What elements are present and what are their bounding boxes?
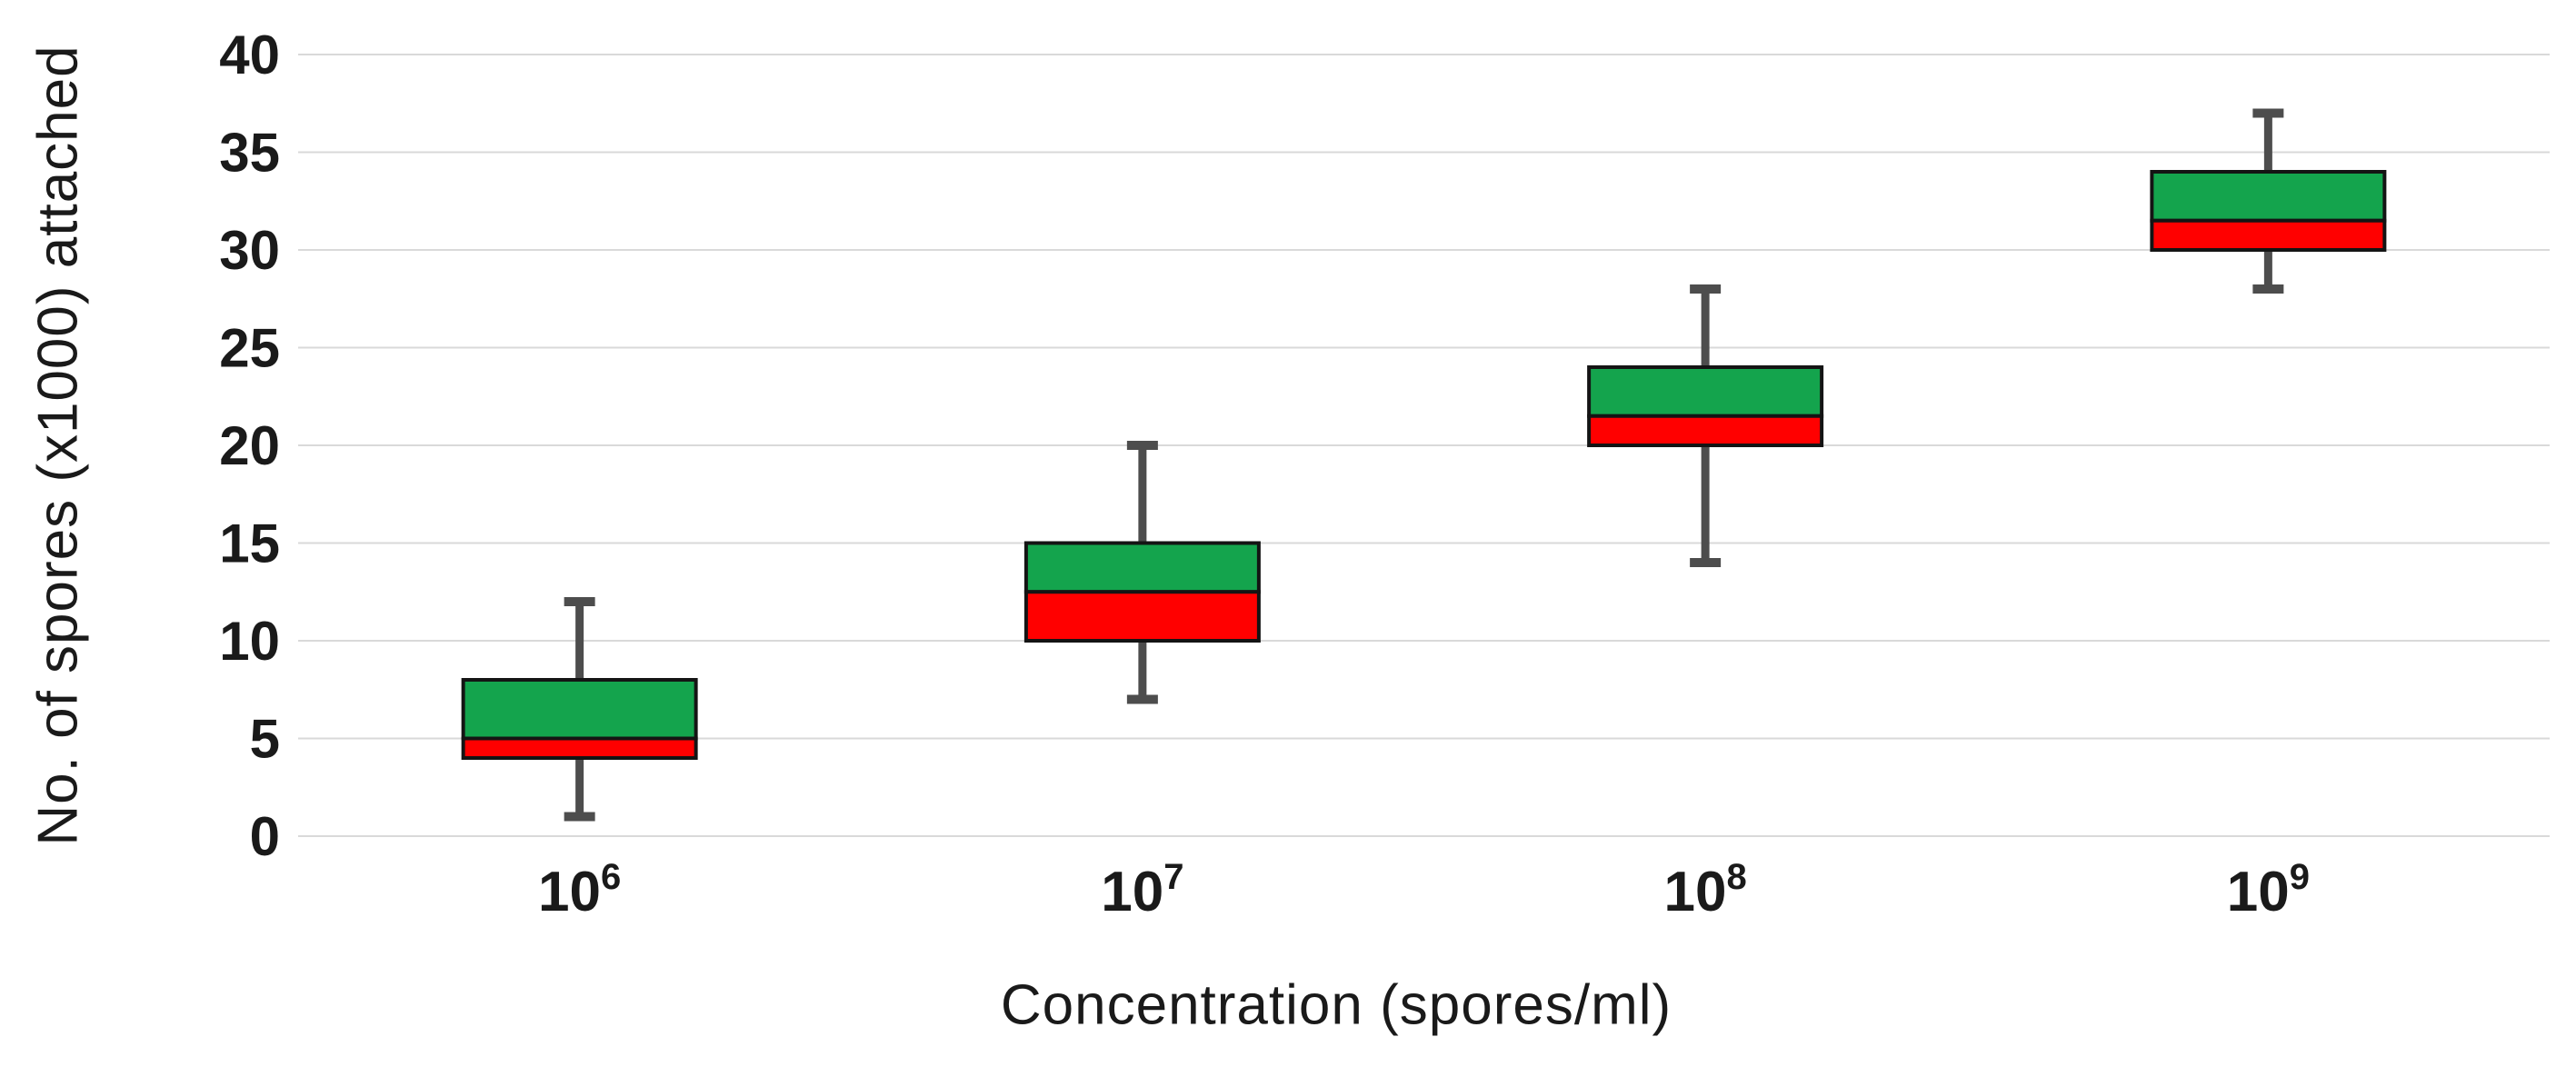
x-tick-label-10^7: 107 xyxy=(1101,857,1183,923)
x-tick-exponent-10^9: 9 xyxy=(2290,857,2310,897)
box-lower-segment-0 xyxy=(461,736,698,760)
box-upper-segment-2 xyxy=(1587,365,1824,418)
box-upper-segment-1 xyxy=(1023,541,1261,594)
y-tick-label-5: 5 xyxy=(250,709,280,770)
x-tick-exponent-10^7: 7 xyxy=(1163,857,1183,897)
y-tick-label-40: 40 xyxy=(219,25,280,85)
x-tick-exponent-10^8: 8 xyxy=(1726,857,1746,897)
box-upper-segment-3 xyxy=(2150,170,2387,223)
y-tick-label-25: 25 xyxy=(219,318,280,379)
y-tick-label-20: 20 xyxy=(219,415,280,476)
y-tick-label-0: 0 xyxy=(250,806,280,867)
y-tick-label-30: 30 xyxy=(219,220,280,281)
box-lower-segment-2 xyxy=(1587,414,1824,447)
box-lower-segment-3 xyxy=(2150,218,2387,252)
box-upper-segment-0 xyxy=(461,678,698,741)
x-axis-title: Concentration (spores/ml) xyxy=(1000,973,1672,1037)
x-tick-label-10^8: 108 xyxy=(1664,857,1747,923)
y-tick-label-10: 10 xyxy=(219,611,280,672)
x-tick-exponent-10^6: 6 xyxy=(601,857,621,897)
y-tick-label-15: 15 xyxy=(219,514,280,574)
x-tick-label-10^6: 106 xyxy=(538,857,621,923)
y-axis-title: No. of spores (x1000) attached xyxy=(26,45,90,846)
box-lower-segment-1 xyxy=(1023,590,1261,643)
y-tick-label-35: 35 xyxy=(219,123,280,184)
x-tick-label-10^9: 109 xyxy=(2227,857,2310,923)
